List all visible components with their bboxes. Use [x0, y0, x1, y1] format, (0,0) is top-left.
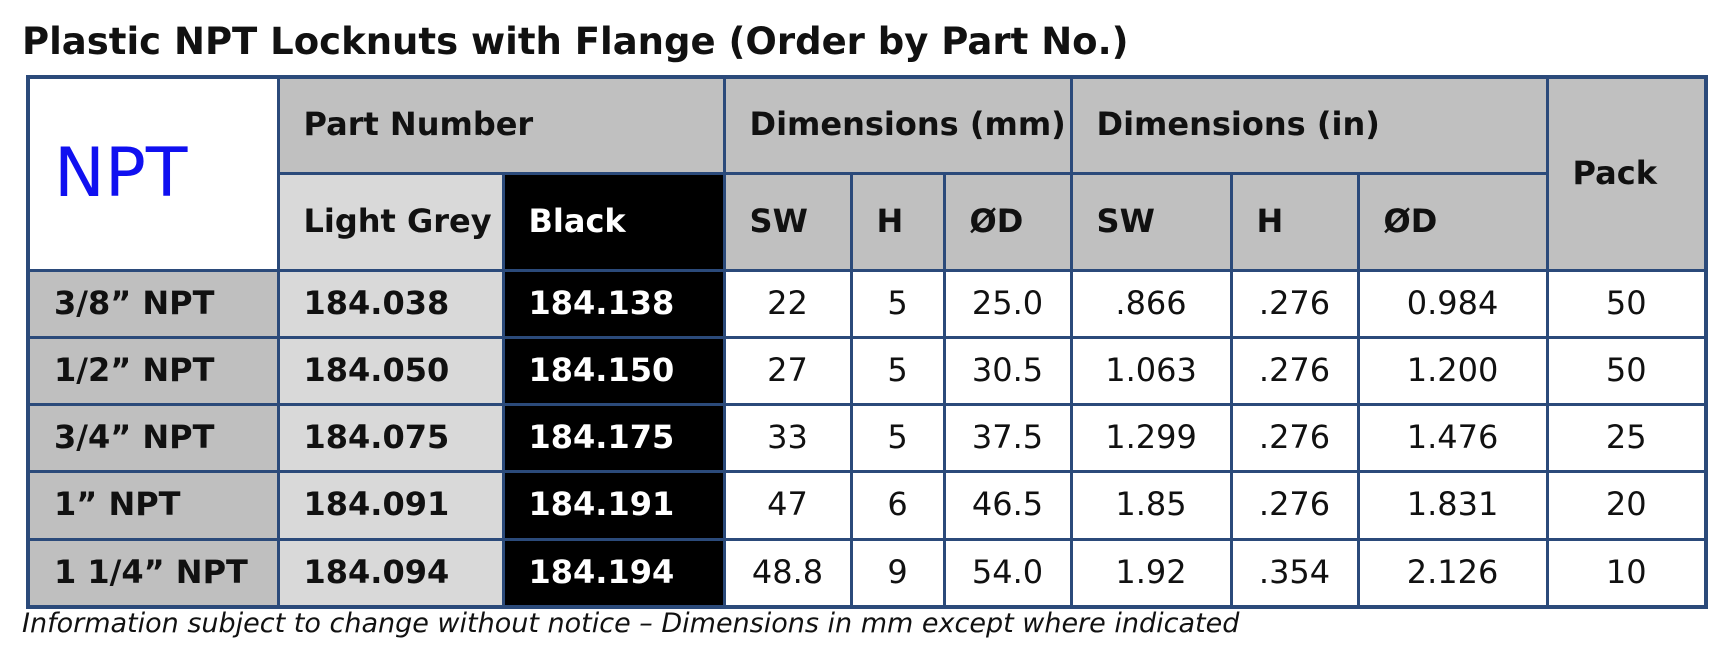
cell: 184.094	[276, 537, 505, 609]
cell: 54.0	[942, 537, 1073, 609]
cell: 6	[849, 469, 946, 541]
cell: .276	[1229, 335, 1360, 406]
cell: 1.476	[1356, 402, 1549, 473]
cell: .276	[1229, 402, 1360, 473]
cell: 1.063	[1069, 335, 1233, 406]
cell: 184.091	[276, 469, 505, 541]
subheader: SW	[1069, 171, 1233, 272]
header: Pack	[1545, 75, 1708, 272]
cell: 1.200	[1356, 335, 1549, 406]
cell: .866	[1069, 268, 1233, 339]
cell: 50	[1545, 268, 1708, 339]
cell: 50	[1545, 335, 1708, 406]
cell: 0.984	[1356, 268, 1549, 339]
cell: 184.191	[501, 469, 726, 541]
cell: 1.299	[1069, 402, 1233, 473]
cell: 25.0	[942, 268, 1073, 339]
cell: 2.126	[1356, 537, 1549, 609]
cell: 5	[849, 268, 946, 339]
cell: 1/2” NPT	[26, 335, 280, 406]
cell: 184.075	[276, 402, 505, 473]
cell: 5	[849, 402, 946, 473]
row: 3/4” NPT 184.075 184.175 33 5 37.5 1.299.276 1.…	[26, 402, 1708, 473]
subheader: SW	[722, 171, 853, 272]
footnote: Information subject to change without no…	[22, 608, 1240, 639]
cell: 1.85	[1069, 469, 1233, 541]
cell: 37.5	[942, 402, 1073, 473]
row: 3/8” NPT 184.038 184.138 22 5 25.0.866.276 0.9…	[26, 268, 1708, 339]
spec-table: NPT Part Number Dimensions (mm) Dimensio…	[26, 75, 1709, 609]
subheader: Light Grey	[276, 171, 505, 272]
title: Plastic NPT Locknuts with Flange (Order …	[22, 20, 1129, 63]
cell: 184.194	[501, 537, 726, 609]
cell: 25	[1545, 402, 1708, 473]
cell: 9	[849, 537, 946, 609]
cell: 184.050	[276, 335, 505, 406]
row: 1/2” NPT 184.050 184.150 27 5 30.5 1.063.276 1.…	[26, 335, 1708, 406]
header: Part Number	[276, 75, 726, 175]
cell: 48.8	[722, 537, 853, 609]
cell: .276	[1229, 469, 1360, 541]
cell: 1.831	[1356, 469, 1549, 541]
cell: 1.92	[1069, 537, 1233, 609]
cell: 46.5	[942, 469, 1073, 541]
cell: 3/4” NPT	[26, 402, 280, 473]
subheader: ØD	[942, 171, 1073, 272]
cell: .276	[1229, 268, 1360, 339]
npt-label: NPT	[26, 75, 280, 272]
subheader: Black	[501, 171, 726, 272]
row: 1 1/4” NPT 184.094 184.194 48.8 9 54.0 1.92.35…	[26, 537, 1708, 609]
header: Dimensions (mm)	[722, 75, 1073, 175]
cell: 184.175	[501, 402, 726, 473]
cell: 10	[1545, 537, 1708, 609]
row: 1” NPT 184.091 184.191 47 6 46.5 1.85.276 1.831…	[26, 469, 1708, 541]
cell: 184.138	[501, 268, 726, 339]
cell: 33	[722, 402, 853, 473]
cell: 47	[722, 469, 853, 541]
cell: 22	[722, 268, 853, 339]
cell: 1” NPT	[26, 469, 280, 541]
cell: .354	[1229, 537, 1360, 609]
cell: 1 1/4” NPT	[26, 537, 280, 609]
cell: 3/8” NPT	[26, 268, 280, 339]
cell: 30.5	[942, 335, 1073, 406]
cell: 20	[1545, 469, 1708, 541]
subheader: H	[849, 171, 946, 272]
cell: 184.150	[501, 335, 726, 406]
subheader: H	[1229, 171, 1360, 272]
cell: 27	[722, 335, 853, 406]
header: Dimensions (in)	[1069, 75, 1549, 175]
subheader: ØD	[1356, 171, 1549, 272]
cell: 184.038	[276, 268, 505, 339]
cell: 5	[849, 335, 946, 406]
